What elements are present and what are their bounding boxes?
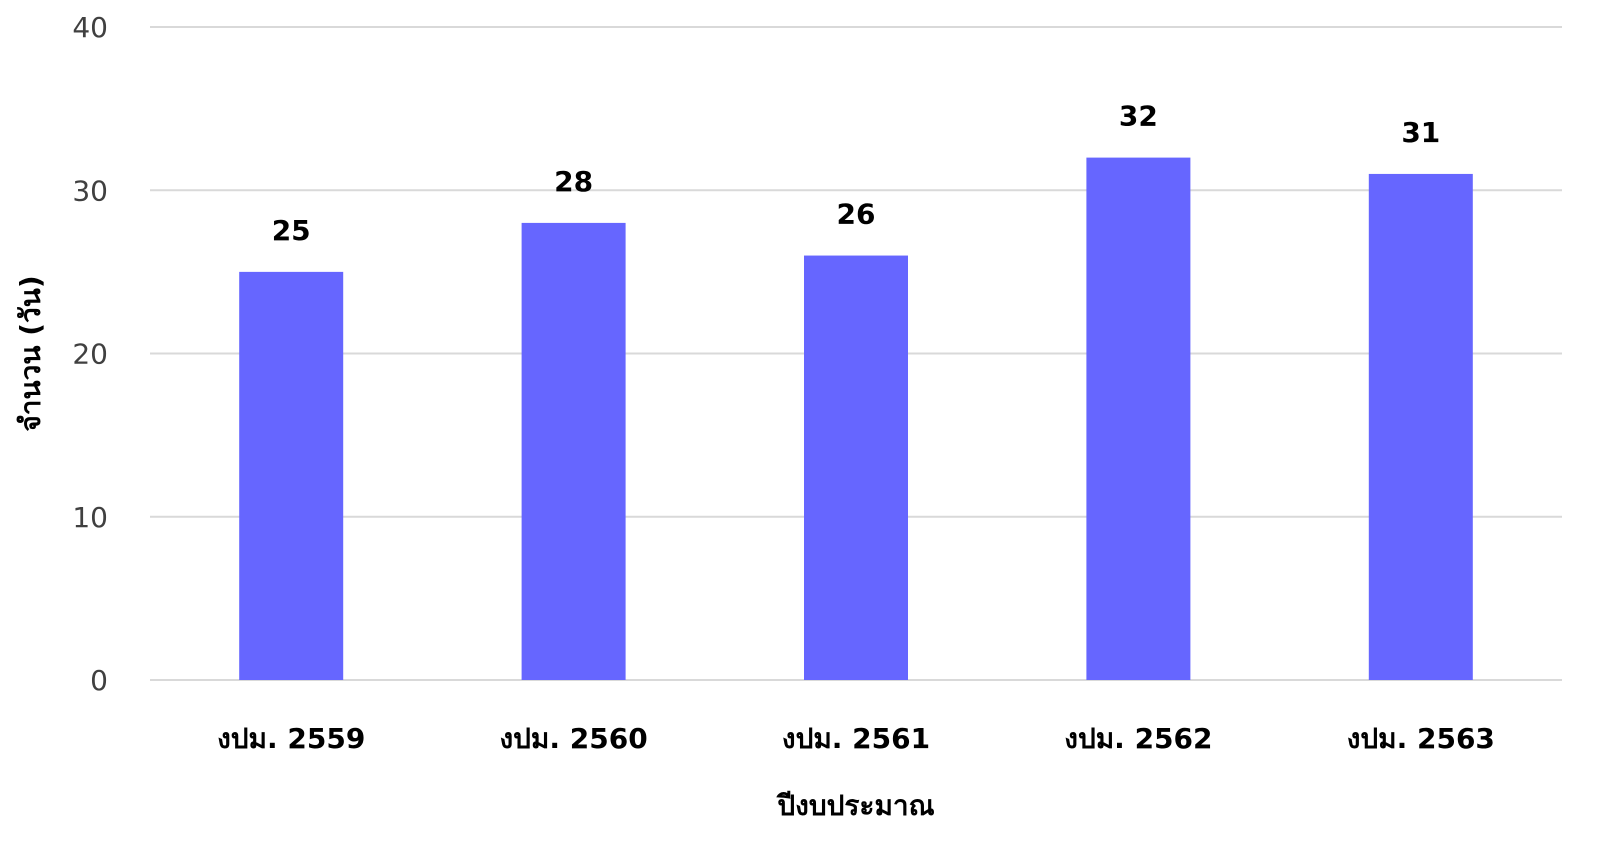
bar: [804, 255, 908, 681]
y-axis-title: จำนวน (วัน): [14, 275, 47, 431]
data-labels: 25 28 26 32 31: [272, 100, 1441, 247]
data-label: 32: [1119, 100, 1158, 133]
y-tick-label: 30: [72, 174, 108, 207]
data-label: 28: [554, 165, 593, 198]
bar: [1086, 157, 1191, 681]
x-category-label: งปม. 2561: [782, 722, 930, 755]
data-label: 25: [272, 214, 311, 247]
bar: [521, 222, 626, 680]
bars: [239, 157, 1473, 681]
data-label: 31: [1401, 116, 1440, 149]
data-label: 26: [837, 198, 876, 231]
x-category-label: งปม. 2563: [1347, 722, 1495, 755]
y-tick-label: 10: [72, 501, 108, 534]
bar: [239, 271, 344, 680]
bar: [1368, 173, 1473, 681]
y-axis-ticks: 0 10 20 30 40: [72, 11, 108, 697]
y-tick-label: 0: [90, 664, 108, 697]
x-axis-title: ปีงบประมาณ: [775, 789, 934, 822]
x-category-label: งปม. 2562: [1064, 722, 1212, 755]
y-tick-label: 20: [72, 338, 108, 371]
x-category-label: งปม. 2559: [217, 722, 365, 755]
x-axis-categories: งปม. 2559 งปม. 2560 งปม. 2561 งปม. 2562 งปม.…: [217, 722, 1495, 755]
y-tick-label: 40: [72, 11, 108, 44]
x-category-label: งปม. 2560: [499, 722, 647, 755]
